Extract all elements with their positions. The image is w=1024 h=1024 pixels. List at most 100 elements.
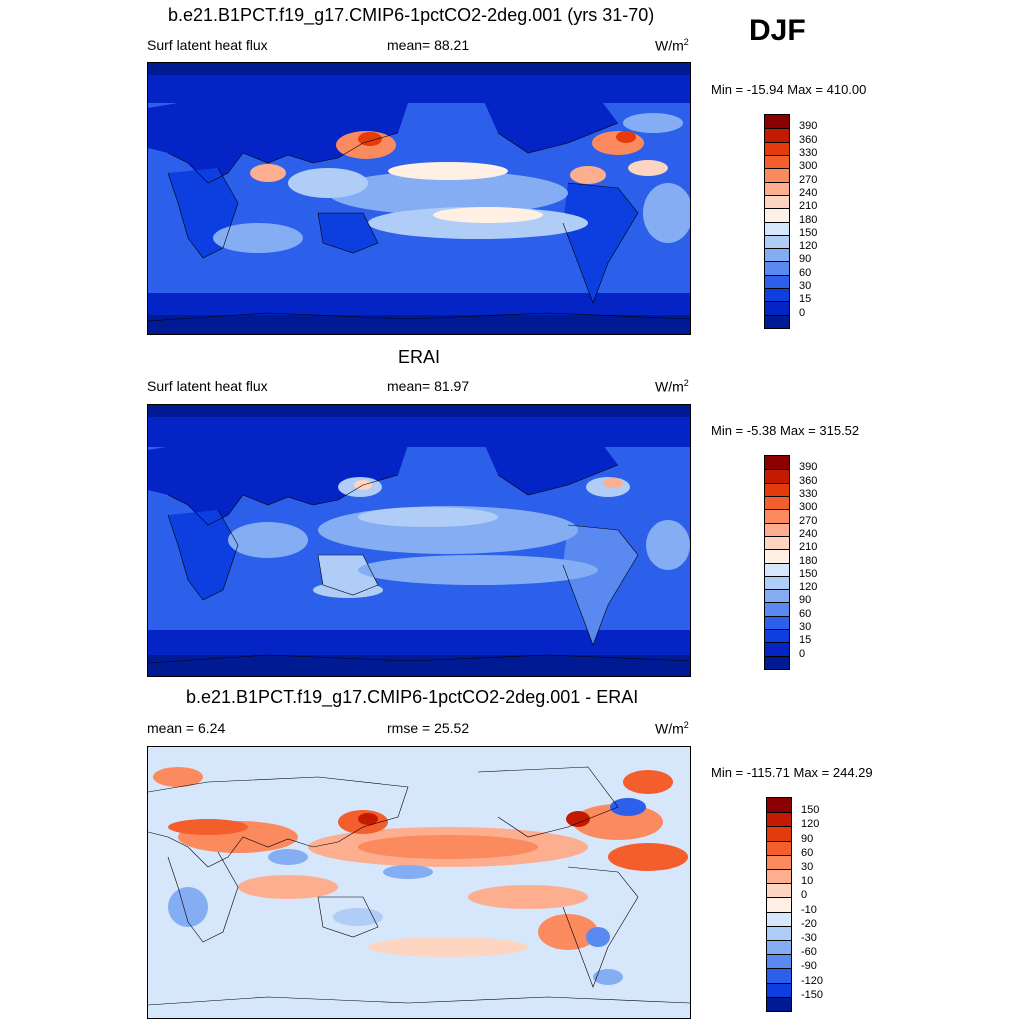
panel1-colorbar-swatch	[765, 301, 789, 315]
panel2-colorbar-swatch	[765, 602, 789, 616]
panel2-units: W/m2	[655, 378, 689, 395]
panel3-colorbar-tick-label: 10	[801, 875, 814, 888]
panel3-colorbar-tick-label: 150	[801, 804, 820, 817]
panel1-colorbar-swatch	[765, 221, 789, 235]
panel1-colorbar-tick-label: 120	[799, 240, 818, 253]
panel2-colorbar-swatch	[765, 615, 789, 630]
panel2-colorbar-tick-label: 30	[799, 621, 812, 634]
panel2-colorbar-tick-label: 300	[799, 501, 818, 514]
panel2-colorbar-swatch	[765, 469, 789, 483]
panel2-colorbar-tick-label: 270	[799, 514, 818, 527]
panel1-colorbar-tick-label: 180	[799, 213, 818, 226]
panel1-colorbar	[764, 114, 790, 329]
panel3-colorbar-swatch	[767, 911, 791, 926]
panel1-map	[147, 62, 691, 335]
panel3-rmse-label: rmse = 25.52	[387, 720, 470, 736]
panel2-variable-label: Surf latent heat flux	[147, 378, 268, 394]
panel3-colorbar-tick-label: 60	[801, 846, 814, 859]
panel3-colorbar-tick-label: 0	[801, 889, 808, 902]
panel1-mean-label: mean= 88.21	[387, 37, 470, 53]
panel1-colorbar-swatch	[765, 274, 789, 289]
panel3-colorbar-swatch	[767, 996, 791, 1011]
panel1-colorbar-swatch	[765, 115, 789, 129]
panel2-colorbar-swatch	[765, 495, 789, 510]
panel3-colorbar	[766, 797, 792, 1012]
panel2-mean-label: mean= 81.97	[387, 378, 470, 394]
panel1-variable-label: Surf latent heat flux	[147, 37, 268, 53]
panel3-colorbar-swatch	[767, 940, 791, 955]
panel2-colorbar-swatch	[765, 522, 789, 536]
panel2-colorbar-tick-label: 90	[799, 594, 812, 607]
panel1-colorbar-swatch	[765, 288, 789, 302]
panel1-colorbar-tick-label: 90	[799, 253, 812, 266]
panel1-colorbar-tick-label: 390	[799, 120, 818, 133]
panel1-colorbar-tick-label: 270	[799, 173, 818, 186]
panel1-colorbar-tick-label: 240	[799, 186, 818, 199]
panel2-colorbar-swatch	[765, 655, 789, 669]
panel3-colorbar-swatch	[767, 812, 791, 827]
panel1-colorbar-tick-label: 60	[799, 266, 812, 279]
panel3-colorbar-tick-label: -10	[801, 903, 817, 916]
panel3-minmax: Min = -115.71 Max = 244.29	[711, 765, 873, 780]
panel2-colorbar-tick-label: 15	[799, 634, 812, 647]
panel2-colorbar-swatch	[765, 562, 789, 576]
panel1-colorbar-tick-label: 0	[799, 306, 806, 319]
panel3-map	[147, 746, 691, 1019]
panel2-colorbar-swatch	[765, 589, 789, 603]
panel3-colorbar-swatch	[767, 798, 791, 813]
panel3-colorbar-swatch	[767, 840, 791, 855]
panel2-colorbar-tick-label: 60	[799, 607, 812, 620]
panel1-colorbar-swatch	[765, 194, 789, 209]
panel3-units: W/m2	[655, 720, 689, 737]
panel1-title: b.e21.B1PCT.f19_g17.CMIP6-1pctCO2-2deg.0…	[168, 5, 655, 25]
panel2-colorbar-tick-label: 0	[799, 647, 806, 660]
panel3-title: b.e21.B1PCT.f19_g17.CMIP6-1pctCO2-2deg.0…	[186, 687, 639, 707]
panel3-colorbar-tick-label: -120	[801, 974, 824, 987]
panel3-colorbar-swatch	[767, 826, 791, 841]
panel1-colorbar-tick-label: 30	[799, 280, 812, 293]
panel3-colorbar-swatch	[767, 982, 791, 997]
panel1-colorbar-swatch	[765, 154, 789, 169]
panel1-colorbar-swatch	[765, 234, 789, 249]
panel1-units: W/m2	[655, 37, 689, 54]
panel3-colorbar-tick-label: 90	[801, 832, 814, 845]
panel1-colorbar-tick-label: 330	[799, 146, 818, 159]
panel3-colorbar-tick-label: 30	[801, 861, 814, 873]
panel3-colorbar-tick-label: -30	[801, 932, 817, 944]
panel2-colorbar-swatch	[765, 549, 789, 563]
panel2-colorbar-tick-label: 330	[799, 487, 818, 500]
panel1-colorbar-swatch	[765, 248, 789, 262]
panel1-colorbar-tick-label: 210	[799, 200, 818, 213]
panel3-colorbar-swatch	[767, 968, 791, 983]
panel1-colorbar-swatch	[765, 128, 789, 142]
panel2-colorbar-tick-label: 390	[799, 461, 818, 474]
panel2-colorbar-swatch	[765, 629, 789, 643]
panel2-map	[147, 404, 691, 677]
panel1-colorbar-tick-label: 15	[799, 293, 812, 306]
panel1-colorbar-swatch	[765, 168, 789, 182]
panel2-colorbar-tick-label: 180	[799, 554, 818, 567]
panel2-minmax: Min = -5.38 Max = 315.52	[711, 423, 860, 438]
panel3-colorbar-tick-label: 120	[801, 818, 820, 831]
panel3-colorbar-swatch	[767, 869, 791, 884]
panel3-colorbar-swatch	[767, 883, 791, 898]
panel3-colorbar-tick-label: -60	[801, 946, 817, 959]
panel3-colorbar-tick-label: -20	[801, 917, 817, 930]
panel1-colorbar-swatch	[765, 208, 789, 222]
panel3-colorbar-swatch	[767, 954, 791, 969]
panel1-colorbar-swatch	[765, 141, 789, 155]
panel2-title: ERAI	[398, 347, 441, 367]
panel2-colorbar-swatch	[765, 482, 789, 496]
panel3-colorbar-tick-label: -150	[801, 988, 824, 1001]
panel1-colorbar-swatch	[765, 261, 789, 275]
panel2-colorbar	[764, 455, 790, 670]
panel3-colorbar-swatch	[767, 897, 791, 912]
panel2-colorbar-tick-label: 360	[799, 474, 818, 487]
panel2-colorbar-tick-label: 210	[799, 541, 818, 554]
panel3-colorbar-swatch	[767, 925, 791, 940]
panel1-minmax: Min = -15.94 Max = 410.00	[711, 82, 867, 97]
panel2-colorbar-tick-label: 240	[799, 527, 818, 540]
panel2-colorbar-swatch	[765, 509, 789, 523]
panel1-colorbar-swatch	[765, 314, 789, 328]
panel1-colorbar-tick-label: 150	[799, 226, 818, 239]
